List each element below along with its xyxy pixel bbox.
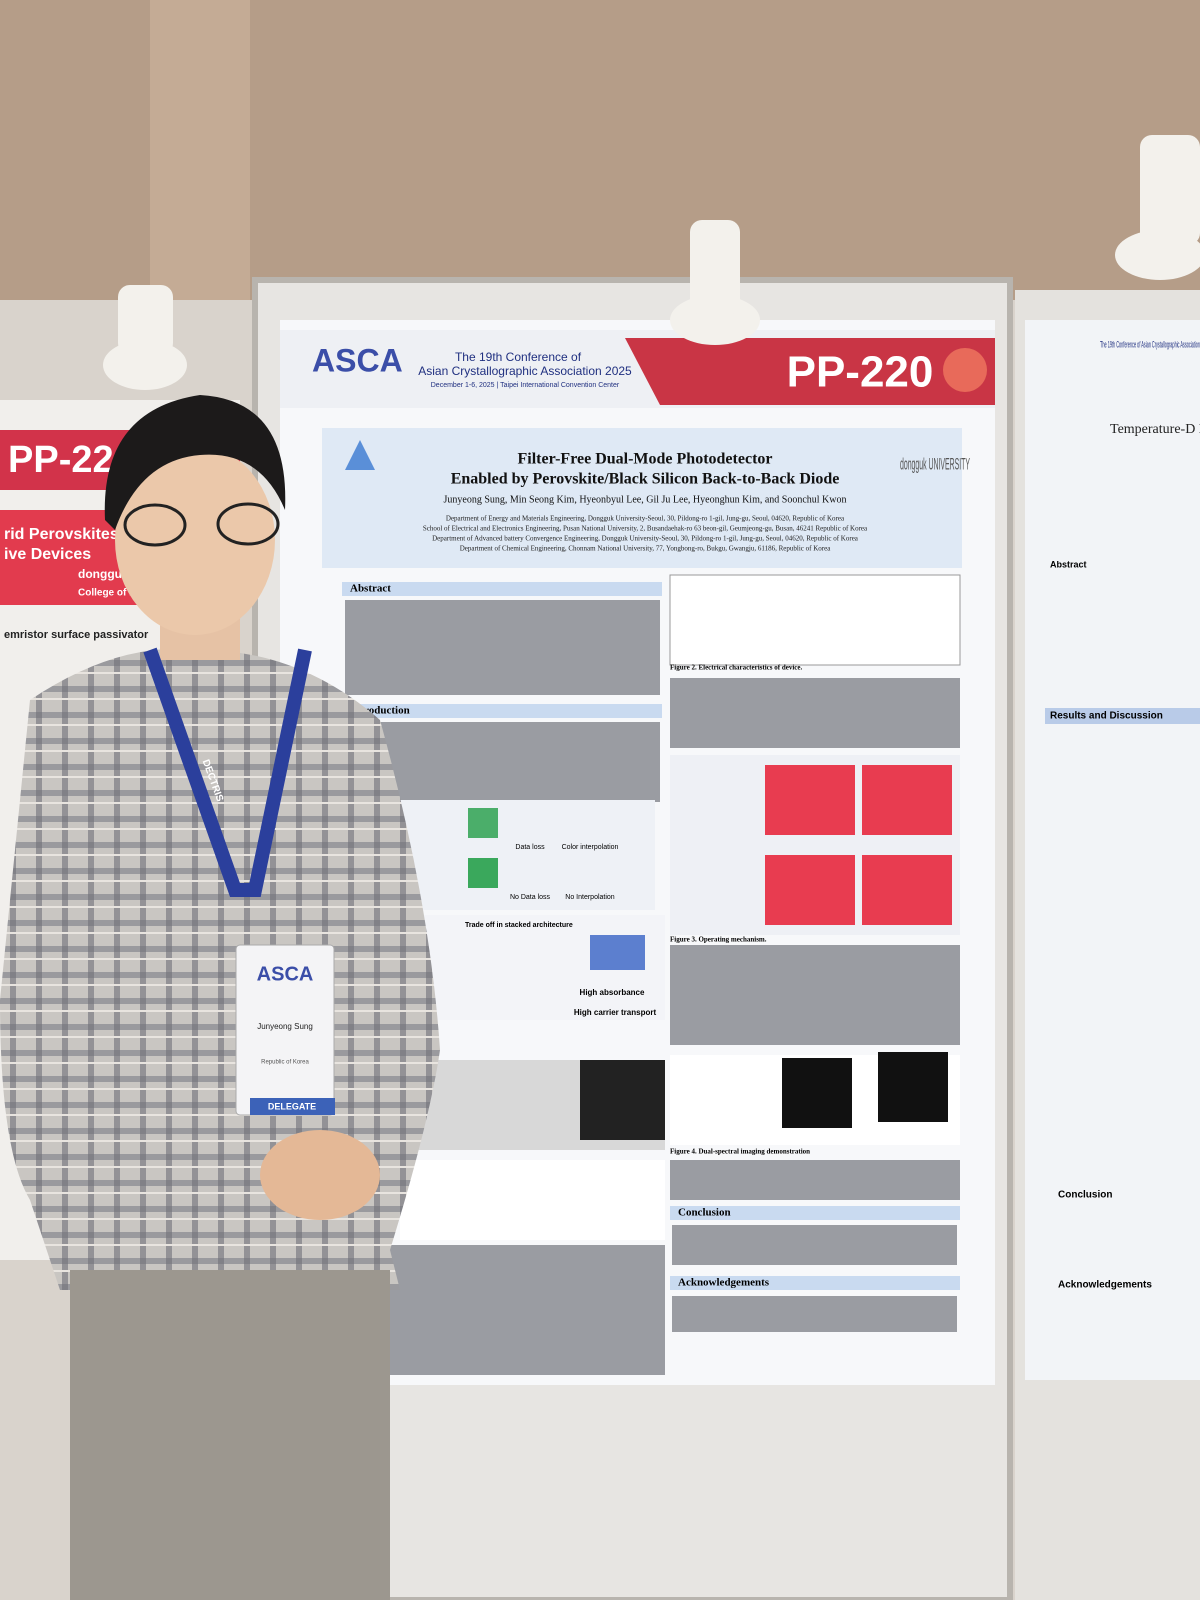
figure-label: Data loss	[515, 844, 545, 851]
face	[115, 445, 275, 635]
title-block	[322, 428, 962, 568]
trousers	[70, 1270, 390, 1600]
figure-panel	[782, 1058, 852, 1128]
decor-triangle	[345, 440, 375, 470]
figure-panel	[862, 765, 952, 835]
affiliation: Department of Advanced battery Convergen…	[432, 535, 859, 543]
poster-authors: Junyeong Sung, Min Seong Kim, Hyeonbyul …	[443, 494, 846, 505]
figure-panel	[862, 855, 952, 925]
right-poster-association: The 19th Conference of Asian Crystallogr…	[1100, 339, 1200, 349]
left-poster-college: College of Engine	[78, 588, 163, 599]
section-heading: Acknowledgements	[678, 1277, 770, 1289]
left-poster-title: rid Perovskites	[4, 526, 119, 543]
body-text	[345, 600, 960, 1375]
figure-pixels	[468, 858, 498, 888]
figure-1	[390, 800, 655, 910]
figure-device	[590, 935, 645, 970]
conference-name: The 19th Conference of	[455, 350, 582, 364]
poster-title: Enabled by Perovskite/Black Silicon Back…	[451, 471, 840, 488]
section-bar	[342, 704, 662, 718]
figure-pixels	[468, 808, 498, 838]
section-bar	[1045, 708, 1200, 724]
shirt	[0, 648, 440, 1290]
mascot	[943, 348, 987, 392]
left-poster-title: ive Devices	[4, 546, 91, 563]
section-heading: Abstract	[350, 583, 391, 595]
figure-label: High absorbance	[580, 988, 645, 997]
right-poster	[1025, 320, 1200, 1380]
conference-logo: ASCA	[312, 342, 403, 378]
badge-role-band	[250, 1098, 335, 1115]
right-poster-title: Temperature-D Enhanc	[1110, 422, 1200, 437]
lanyard	[143, 647, 312, 897]
figure-panel	[765, 855, 855, 925]
affiliation: School of Electrical and Electronics Eng…	[423, 525, 868, 533]
right-poster-heading: Conclusion	[1058, 1190, 1112, 1201]
figure-caption: Figure 4. Dual-spectral imaging demonstr…	[670, 1148, 810, 1156]
badge-name: Junyeong Sung	[257, 1022, 313, 1031]
affiliation: Department of Energy and Materials Engin…	[446, 515, 845, 523]
lamp	[103, 135, 1200, 390]
hands	[260, 1130, 380, 1220]
figure-caption: Figure 2. Electrical characteristics of …	[670, 664, 802, 672]
figure-label: No Data loss	[510, 894, 551, 901]
section-bar	[670, 1206, 960, 1220]
university-logo: dongguk UNIVERSITY	[900, 454, 970, 473]
figure-2	[669, 574, 961, 666]
right-poster-heading: Abstract	[1050, 559, 1087, 569]
association-name: Asian Crystallographic Association 2025	[418, 364, 632, 378]
figure-panel	[765, 765, 855, 835]
figure-label: No Interpolation	[565, 894, 615, 901]
poster-title: Filter-Free Dual-Mode Photodetector	[517, 451, 772, 468]
figure-label: High carrier transport	[574, 1008, 657, 1017]
badge-logo: ASCA	[257, 963, 314, 985]
hair	[104, 395, 286, 530]
conference-dates: December 1-6, 2025 | Taipei Internationa…	[431, 382, 620, 389]
figure-panel	[878, 1052, 948, 1122]
poster-number-band	[625, 338, 995, 405]
glasses	[123, 503, 187, 547]
glasses	[216, 502, 280, 546]
left-poster-heading: emristor surface passivator	[4, 629, 149, 641]
figure-spectra	[400, 1160, 665, 1240]
right-poster-heading: Acknowledgements	[1058, 1280, 1152, 1291]
figure-sem-dark	[580, 1060, 665, 1140]
figure-caption: Figure 3. Operating mechanism.	[670, 936, 767, 944]
section-heading: Conclusion	[678, 1207, 731, 1219]
poster-number: PP-220	[787, 348, 934, 397]
affiliation: Department of Chemical Engineering, Chon…	[460, 545, 832, 553]
section-bar	[670, 1276, 960, 1290]
figure-label: Color interpolation	[562, 844, 619, 851]
right-poster-heading: Results and Discussion	[1050, 711, 1163, 722]
badge-role: DELEGATE	[268, 1101, 316, 1111]
left-poster-number: PP-22	[8, 439, 114, 481]
section-bar	[342, 582, 662, 596]
figure-label: Trade off in stacked architecture	[465, 922, 573, 929]
badge-country: Republic of Korea	[261, 1060, 309, 1066]
